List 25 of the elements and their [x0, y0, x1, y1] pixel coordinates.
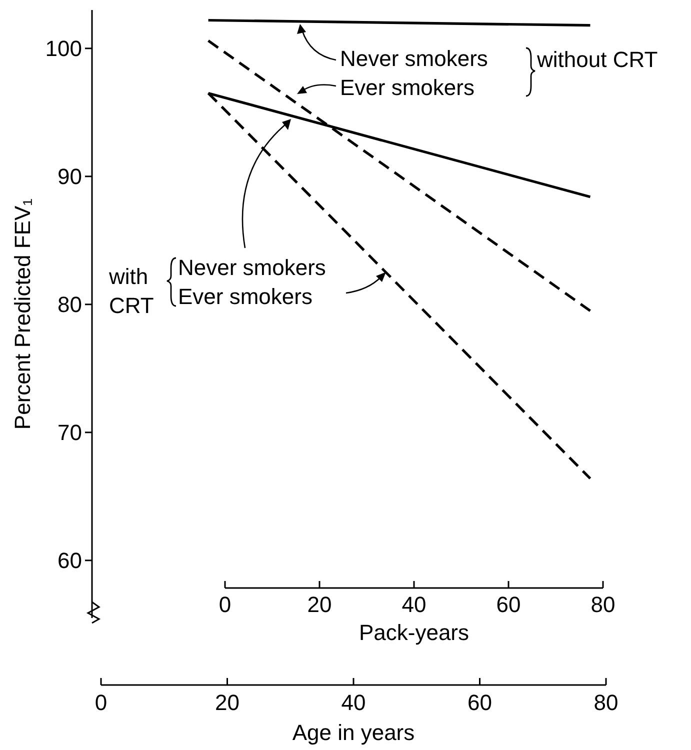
- x-tick-label: 40: [341, 690, 366, 715]
- y-axis-title: Percent Predicted FEV₁: [10, 198, 35, 430]
- x2-axis-title: Pack-years: [358, 620, 470, 645]
- x2-tick-label: 20: [307, 592, 332, 617]
- y-tick-label: 80: [58, 292, 82, 318]
- annotation: with: [108, 264, 148, 289]
- annotation: Ever smokers: [178, 284, 312, 309]
- y-tick-label: 100: [45, 36, 82, 62]
- x2-tick-label: 60: [496, 592, 521, 617]
- x-tick-label: 0: [94, 690, 108, 715]
- y-tick-label: 70: [58, 420, 82, 446]
- x2-tick-label: 80: [590, 592, 616, 617]
- y-tick-label: 90: [58, 164, 82, 190]
- annotation: Never smokers: [178, 255, 326, 280]
- x-axis-title: Age in years: [292, 720, 415, 745]
- y-tick-label: 60: [58, 548, 82, 574]
- annotation: CRT: [109, 293, 154, 318]
- x-tick-label: 60: [468, 690, 492, 715]
- annotation: Never smokers: [340, 46, 488, 71]
- x-tick-label: 20: [215, 690, 240, 715]
- x2-tick-label: 0: [218, 592, 232, 617]
- annotation: without CRT: [536, 47, 658, 72]
- x-tick-label: 80: [594, 690, 618, 715]
- x2-tick-label: 40: [402, 592, 426, 617]
- annotation: Ever smokers: [340, 75, 474, 100]
